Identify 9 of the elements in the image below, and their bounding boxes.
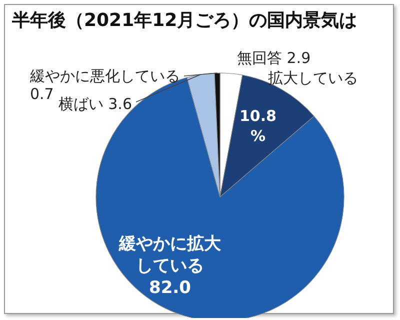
data-label: 82.0	[149, 278, 192, 298]
slice-label: 拡大している	[268, 69, 358, 87]
slice-label: 無回答 2.9	[237, 49, 311, 67]
data-label: 0.7	[30, 85, 54, 103]
slice-label: 横ばい 3.6	[58, 95, 132, 113]
slice-label: 緩やかに拡大している	[118, 234, 222, 276]
slice-label: 緩やかに悪化している	[29, 67, 180, 85]
chart-title: 半年後（2021年12月ごろ）の国内景気は	[12, 9, 358, 32]
data-label: 10.8%	[239, 107, 277, 145]
